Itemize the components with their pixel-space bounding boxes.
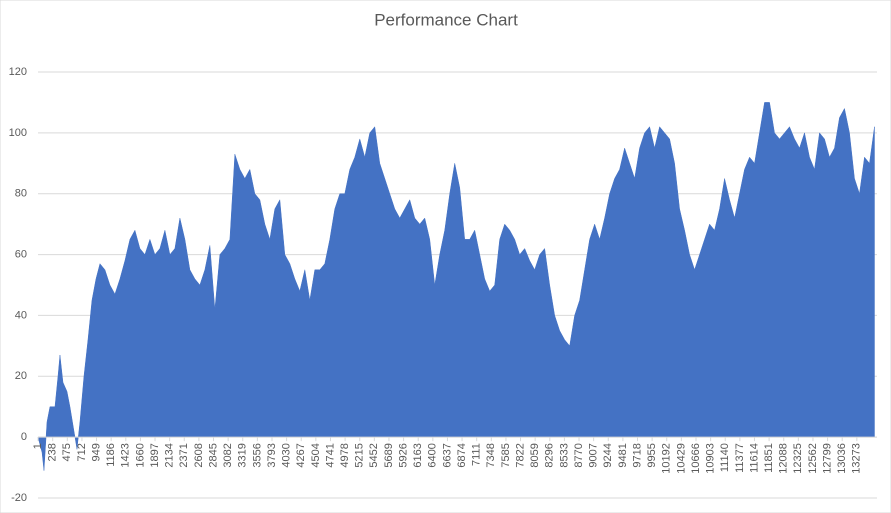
x-tick-label: 7348 [485, 443, 497, 467]
x-tick-label: 5452 [368, 443, 380, 467]
x-tick-label: 2845 [207, 443, 219, 467]
x-tick-label: 5215 [354, 443, 366, 467]
x-tick-label: 1423 [120, 443, 132, 467]
x-tick-label: 4741 [324, 443, 336, 467]
x-tick-label: 3082 [222, 443, 234, 467]
x-tick-label: 10903 [705, 443, 717, 474]
x-tick-label: 13273 [851, 443, 863, 474]
x-tick-label: 7585 [500, 443, 512, 467]
x-tick-label: 11614 [748, 443, 760, 473]
x-tick-label: 712 [76, 443, 88, 461]
x-tick-label: 2608 [193, 443, 205, 467]
x-tick-label: 11377 [734, 443, 746, 473]
x-tick-label: 7822 [514, 443, 526, 467]
x-tick-label: 8533 [558, 443, 570, 467]
x-tick-label: 13036 [836, 443, 848, 474]
x-tick-label: 6874 [456, 443, 468, 467]
x-tick-label: 9955 [646, 443, 658, 467]
y-tick-label: 40 [15, 309, 27, 321]
y-tick-label: 100 [9, 127, 27, 139]
x-tick-label: 9244 [602, 443, 614, 467]
y-tick-label: -20 [11, 492, 27, 504]
x-tick-label: 475 [61, 443, 73, 461]
x-tick-label: 1660 [134, 443, 146, 467]
x-tick-label: 8296 [544, 443, 556, 467]
x-tick-label: 1186 [105, 443, 117, 467]
x-tick-label: 6637 [441, 443, 453, 467]
x-tick-label: 238 [47, 443, 59, 461]
x-tick-label: 949 [90, 443, 102, 461]
x-tick-label: 5689 [383, 443, 395, 467]
x-tick-label: 2134 [164, 443, 176, 467]
y-tick-label: 20 [15, 370, 27, 382]
x-tick-label: 9718 [631, 443, 643, 467]
x-tick-label: 7111 [471, 443, 483, 466]
x-tick-label: 12325 [792, 443, 804, 474]
x-tick-label: 10666 [690, 443, 702, 474]
x-tick-label: 3556 [251, 443, 263, 467]
x-tick-label: 1897 [149, 443, 161, 467]
x-tick-label: 12088 [778, 443, 790, 474]
x-tick-label: 10429 [675, 443, 687, 474]
x-tick-label: 4267 [295, 443, 307, 467]
y-tick-label: 0 [21, 431, 27, 443]
x-tick-label: 6163 [412, 443, 424, 467]
x-tick-label: 3319 [237, 443, 249, 467]
x-tick-label: 8770 [573, 443, 585, 467]
x-tick-label: 12562 [807, 443, 819, 474]
y-tick-label: 60 [15, 248, 27, 260]
x-tick-label: 12799 [821, 443, 833, 474]
area [37, 102, 875, 471]
x-tick-label: 11851 [763, 443, 775, 473]
x-tick-label: 6400 [427, 443, 439, 467]
x-tick-label: 9007 [588, 443, 600, 467]
x-tick-label: 4030 [281, 443, 293, 467]
x-tick-label: 4504 [310, 443, 322, 467]
y-tick-label: 120 [9, 66, 27, 78]
x-tick-label: 5926 [397, 443, 409, 467]
chart-title: Performance Chart [374, 10, 518, 29]
x-tick-label: 9481 [617, 443, 629, 467]
y-tick-label: 80 [15, 188, 27, 200]
x-tick-label: 2371 [178, 443, 190, 467]
x-tick-label: 8059 [529, 443, 541, 467]
x-tick-label: 10192 [661, 443, 673, 474]
x-tick-label: 3793 [266, 443, 278, 467]
x-tick-label: 4978 [339, 443, 351, 467]
x-tick-label: 11140 [719, 443, 731, 472]
x-tick-label: 1 [32, 443, 44, 449]
